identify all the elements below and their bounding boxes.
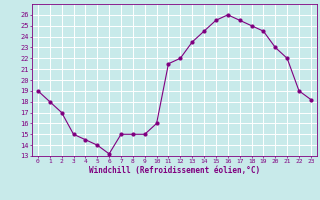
X-axis label: Windchill (Refroidissement éolien,°C): Windchill (Refroidissement éolien,°C) <box>89 166 260 175</box>
